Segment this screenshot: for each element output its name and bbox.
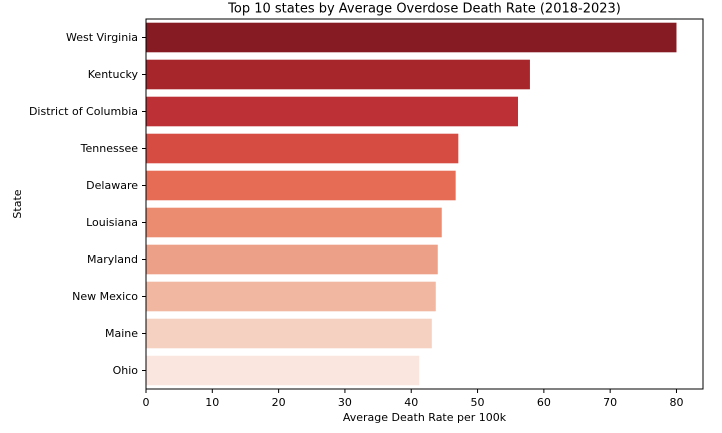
bar-kentucky (146, 59, 530, 90)
y-tick-label: Ohio (113, 364, 139, 377)
bar-delaware (146, 170, 456, 201)
bar-west-virginia (146, 22, 677, 53)
y-axis-ticks: West Virginia Kentucky District of Columbi… (29, 31, 146, 377)
x-tick-label: 50 (471, 396, 485, 409)
x-tick-label: 20 (272, 396, 286, 409)
y-tick-label: District of Columbia (29, 105, 138, 118)
x-axis-ticks: 0 10 20 30 40 50 60 70 80 (143, 389, 683, 409)
bar-maryland (146, 244, 438, 275)
y-tick-label: Kentucky (88, 68, 139, 81)
y-axis-label: State (11, 189, 24, 218)
y-tick-label: Maryland (87, 253, 138, 266)
y-tick-label: Maine (105, 327, 138, 340)
y-tick-label: Tennessee (80, 142, 139, 155)
x-tick-label: 80 (669, 396, 683, 409)
y-tick-label: West Virginia (66, 31, 138, 44)
bar-louisiana (146, 207, 442, 238)
bars-group (146, 22, 677, 386)
bar-tennessee (146, 133, 459, 164)
x-tick-label: 40 (404, 396, 418, 409)
bar-ohio (146, 355, 420, 386)
bar-new-mexico (146, 281, 436, 312)
x-tick-label: 70 (603, 396, 617, 409)
x-axis-label: Average Death Rate per 100k (343, 411, 507, 424)
chart-title: Top 10 states by Average Overdose Death … (227, 2, 621, 17)
y-tick-label: Delaware (86, 179, 138, 192)
y-tick-label: Louisiana (86, 216, 138, 229)
x-tick-label: 0 (143, 396, 150, 409)
bar-maine (146, 318, 432, 349)
y-tick-label: New Mexico (72, 290, 138, 303)
x-tick-label: 60 (537, 396, 551, 409)
plot-frame (145, 18, 704, 390)
x-tick-label: 30 (338, 396, 352, 409)
bar-district-of-columbia (146, 96, 518, 127)
x-tick-label: 10 (205, 396, 219, 409)
